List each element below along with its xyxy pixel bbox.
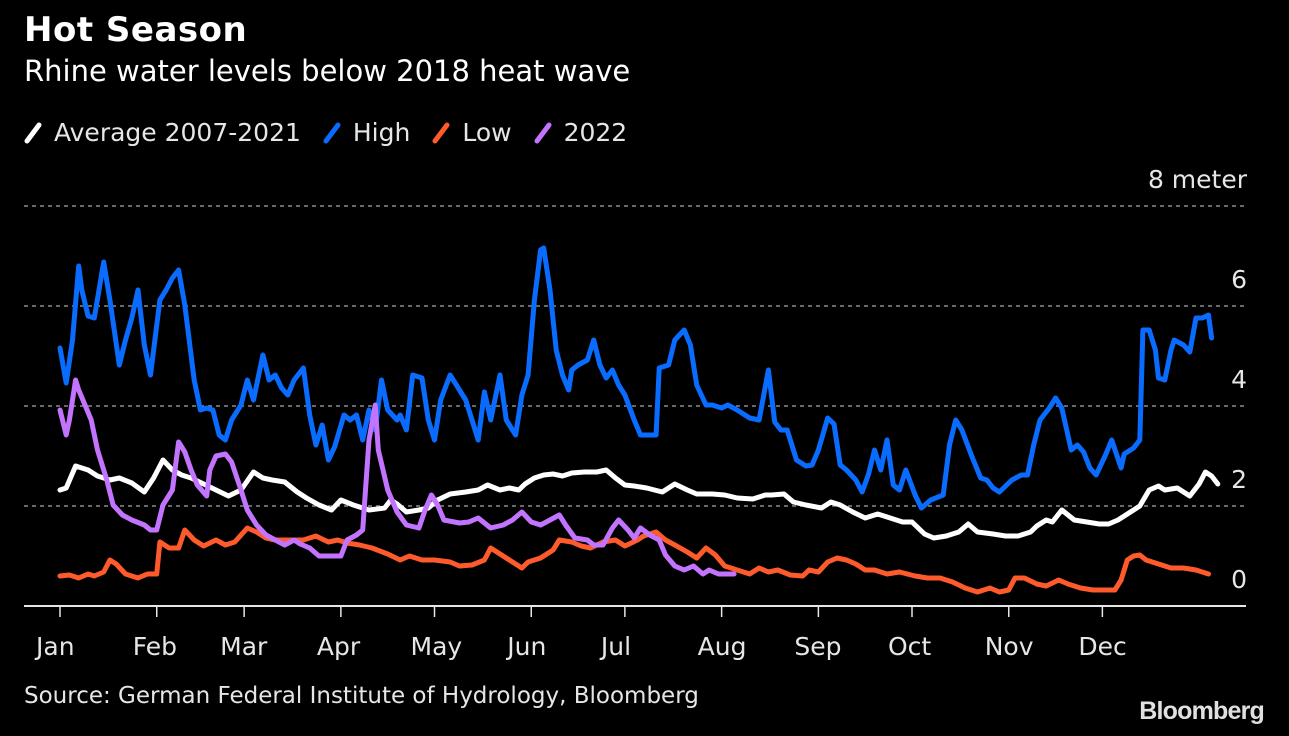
series-line-high [57,245,1215,511]
legend-item-high: High [323,118,410,147]
y-tick-label: 0 [1231,565,1247,594]
legend-label-average: Average 2007-2021 [54,118,301,147]
series-line-average-2007-2021 [57,457,1221,541]
legend-swatch-average-icon [24,122,42,143]
x-tick-label: Dec [1078,632,1126,661]
y-axis-tick-labels: 0 2 4 6 8 meter [1148,165,1248,594]
legend-label-2022: 2022 [563,118,628,147]
legend-item-2022: 2022 [534,118,628,147]
x-tick-label: Jun [505,632,546,661]
chart-subtitle: Rhine water levels below 2018 heat wave [24,54,631,88]
x-tick-label: Feb [133,632,177,661]
x-tick-label: May [411,632,463,661]
legend-item-low: Low [432,118,512,147]
gridlines [24,205,1246,507]
legend-swatch-high-icon [323,122,341,143]
y-tick-label: 4 [1231,365,1247,394]
x-tick-label: Aug [698,632,747,661]
x-tick-label: Sep [794,632,841,661]
y-tick-label: 2 [1231,465,1247,494]
x-tick-label: Nov [985,632,1034,661]
x-axis: Jan Feb Mar Apr May Jun Jul Aug Sep Oct Nov Dec [24,605,1246,661]
x-tick-label: Mar [220,632,268,661]
chart-title: Hot Season [24,10,248,50]
x-tick-label: Jul [599,632,631,661]
legend-label-low: Low [462,118,512,147]
series-line-low [57,525,1211,595]
legend-item-average: Average 2007-2021 [24,118,301,147]
y-tick-label: 8 meter [1148,165,1248,194]
bloomberg-logo: Bloomberg [1139,697,1265,725]
x-tick-label: Oct [888,632,931,661]
legend: Average 2007-2021 High Low 2022 [24,118,649,147]
x-tick-label: Jan [34,632,75,661]
legend-label-high: High [352,118,411,147]
y-tick-label: 6 [1231,265,1247,294]
series-line-2022 [57,377,737,577]
legend-swatch-2022-icon [534,122,552,143]
source-note: Source: German Federal Institute of Hydr… [24,683,699,709]
series-lines [57,245,1221,595]
legend-swatch-low-icon [432,122,450,143]
x-tick-label: Apr [317,632,361,661]
